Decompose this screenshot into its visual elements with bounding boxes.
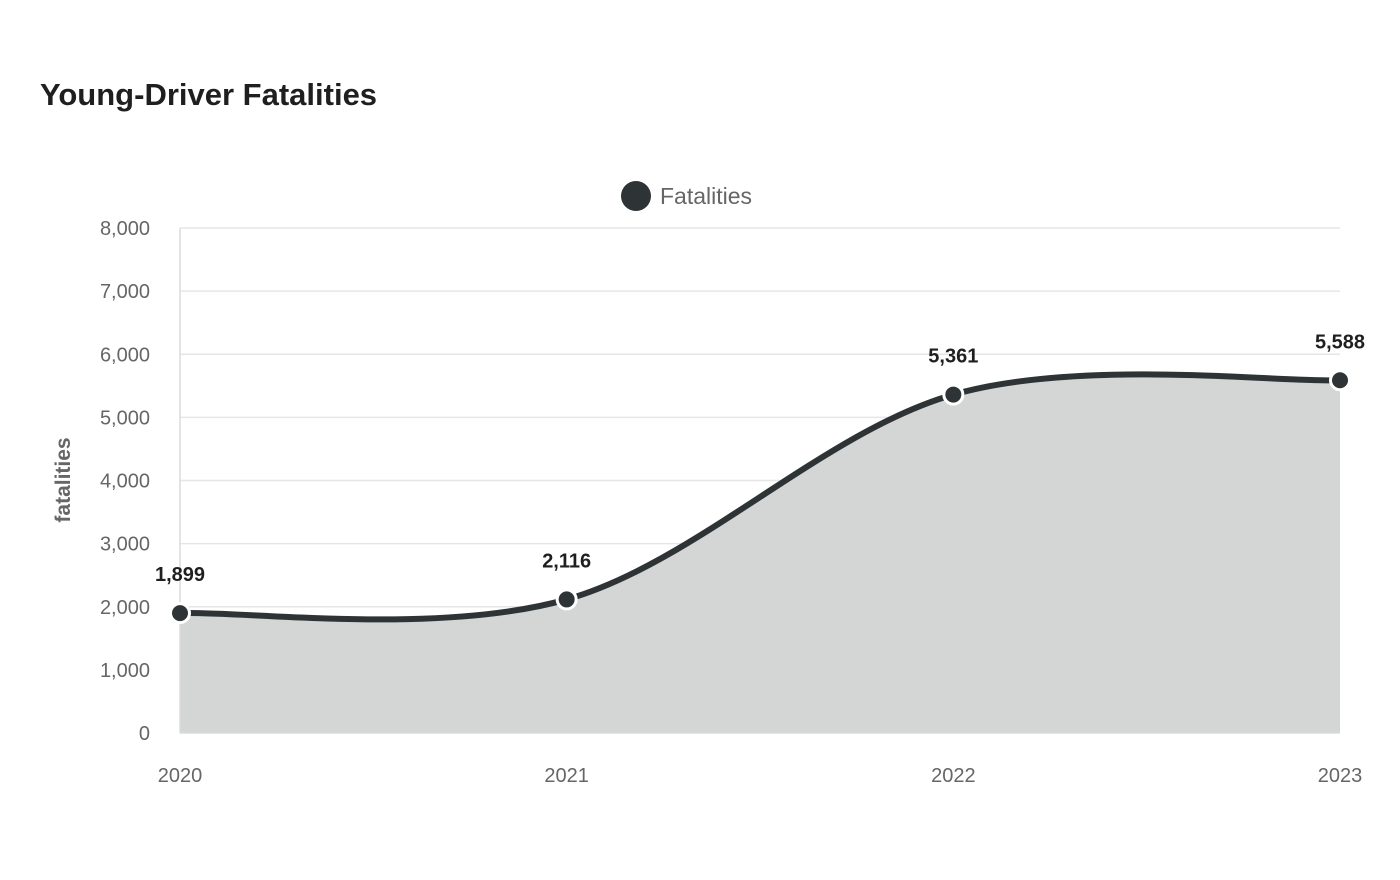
y-tick-label: 7,000 [100,281,150,303]
data-label: 5,588 [1315,331,1365,353]
data-label: 5,361 [928,346,978,368]
y-tick-label: 8,000 [100,218,150,240]
data-label: 2,116 [542,550,591,572]
x-tick-label: 2023 [1318,765,1363,787]
legend[interactable]: Fatalities [621,181,752,211]
data-point [1329,369,1351,392]
area-fill-fatalities [180,374,1340,733]
x-tick-labels: 2020 2021 2022 2023 [158,765,1363,787]
series-line-fatalities [177,371,1343,623]
y-tick-label: 4,000 [100,471,150,493]
y-tick-label: 3,000 [100,534,150,556]
data-label: 1,899 [155,564,205,586]
data-point [169,602,191,625]
legend-swatch-fatalities [621,181,651,211]
data-markers [169,369,1351,625]
y-tick-label: 5,000 [100,407,150,429]
y-tick-label: 0 [139,723,150,745]
y-tick-label: 6,000 [100,344,150,366]
chart-title: Young-Driver Fatalities [40,77,378,112]
legend-label-fatalities: Fatalities [660,183,752,209]
y-axis-label: fatalities [52,437,75,522]
y-tick-label: 1,000 [100,660,150,682]
axes [179,228,1340,734]
y-tick-label: 2,000 [100,597,150,619]
x-tick-label: 2022 [931,765,976,787]
data-point [942,383,965,406]
data-point [555,588,578,611]
data-labels: 1,899 2,116 5,361 5,588 [155,331,1365,586]
y-tick-labels: 0 1,000 2,000 3,000 4,000 5,000 6,000 7,000 8,00… [100,218,150,745]
area-layer [177,371,1343,733]
x-tick-label: 2021 [544,765,589,787]
x-tick-label: 2020 [158,765,203,787]
